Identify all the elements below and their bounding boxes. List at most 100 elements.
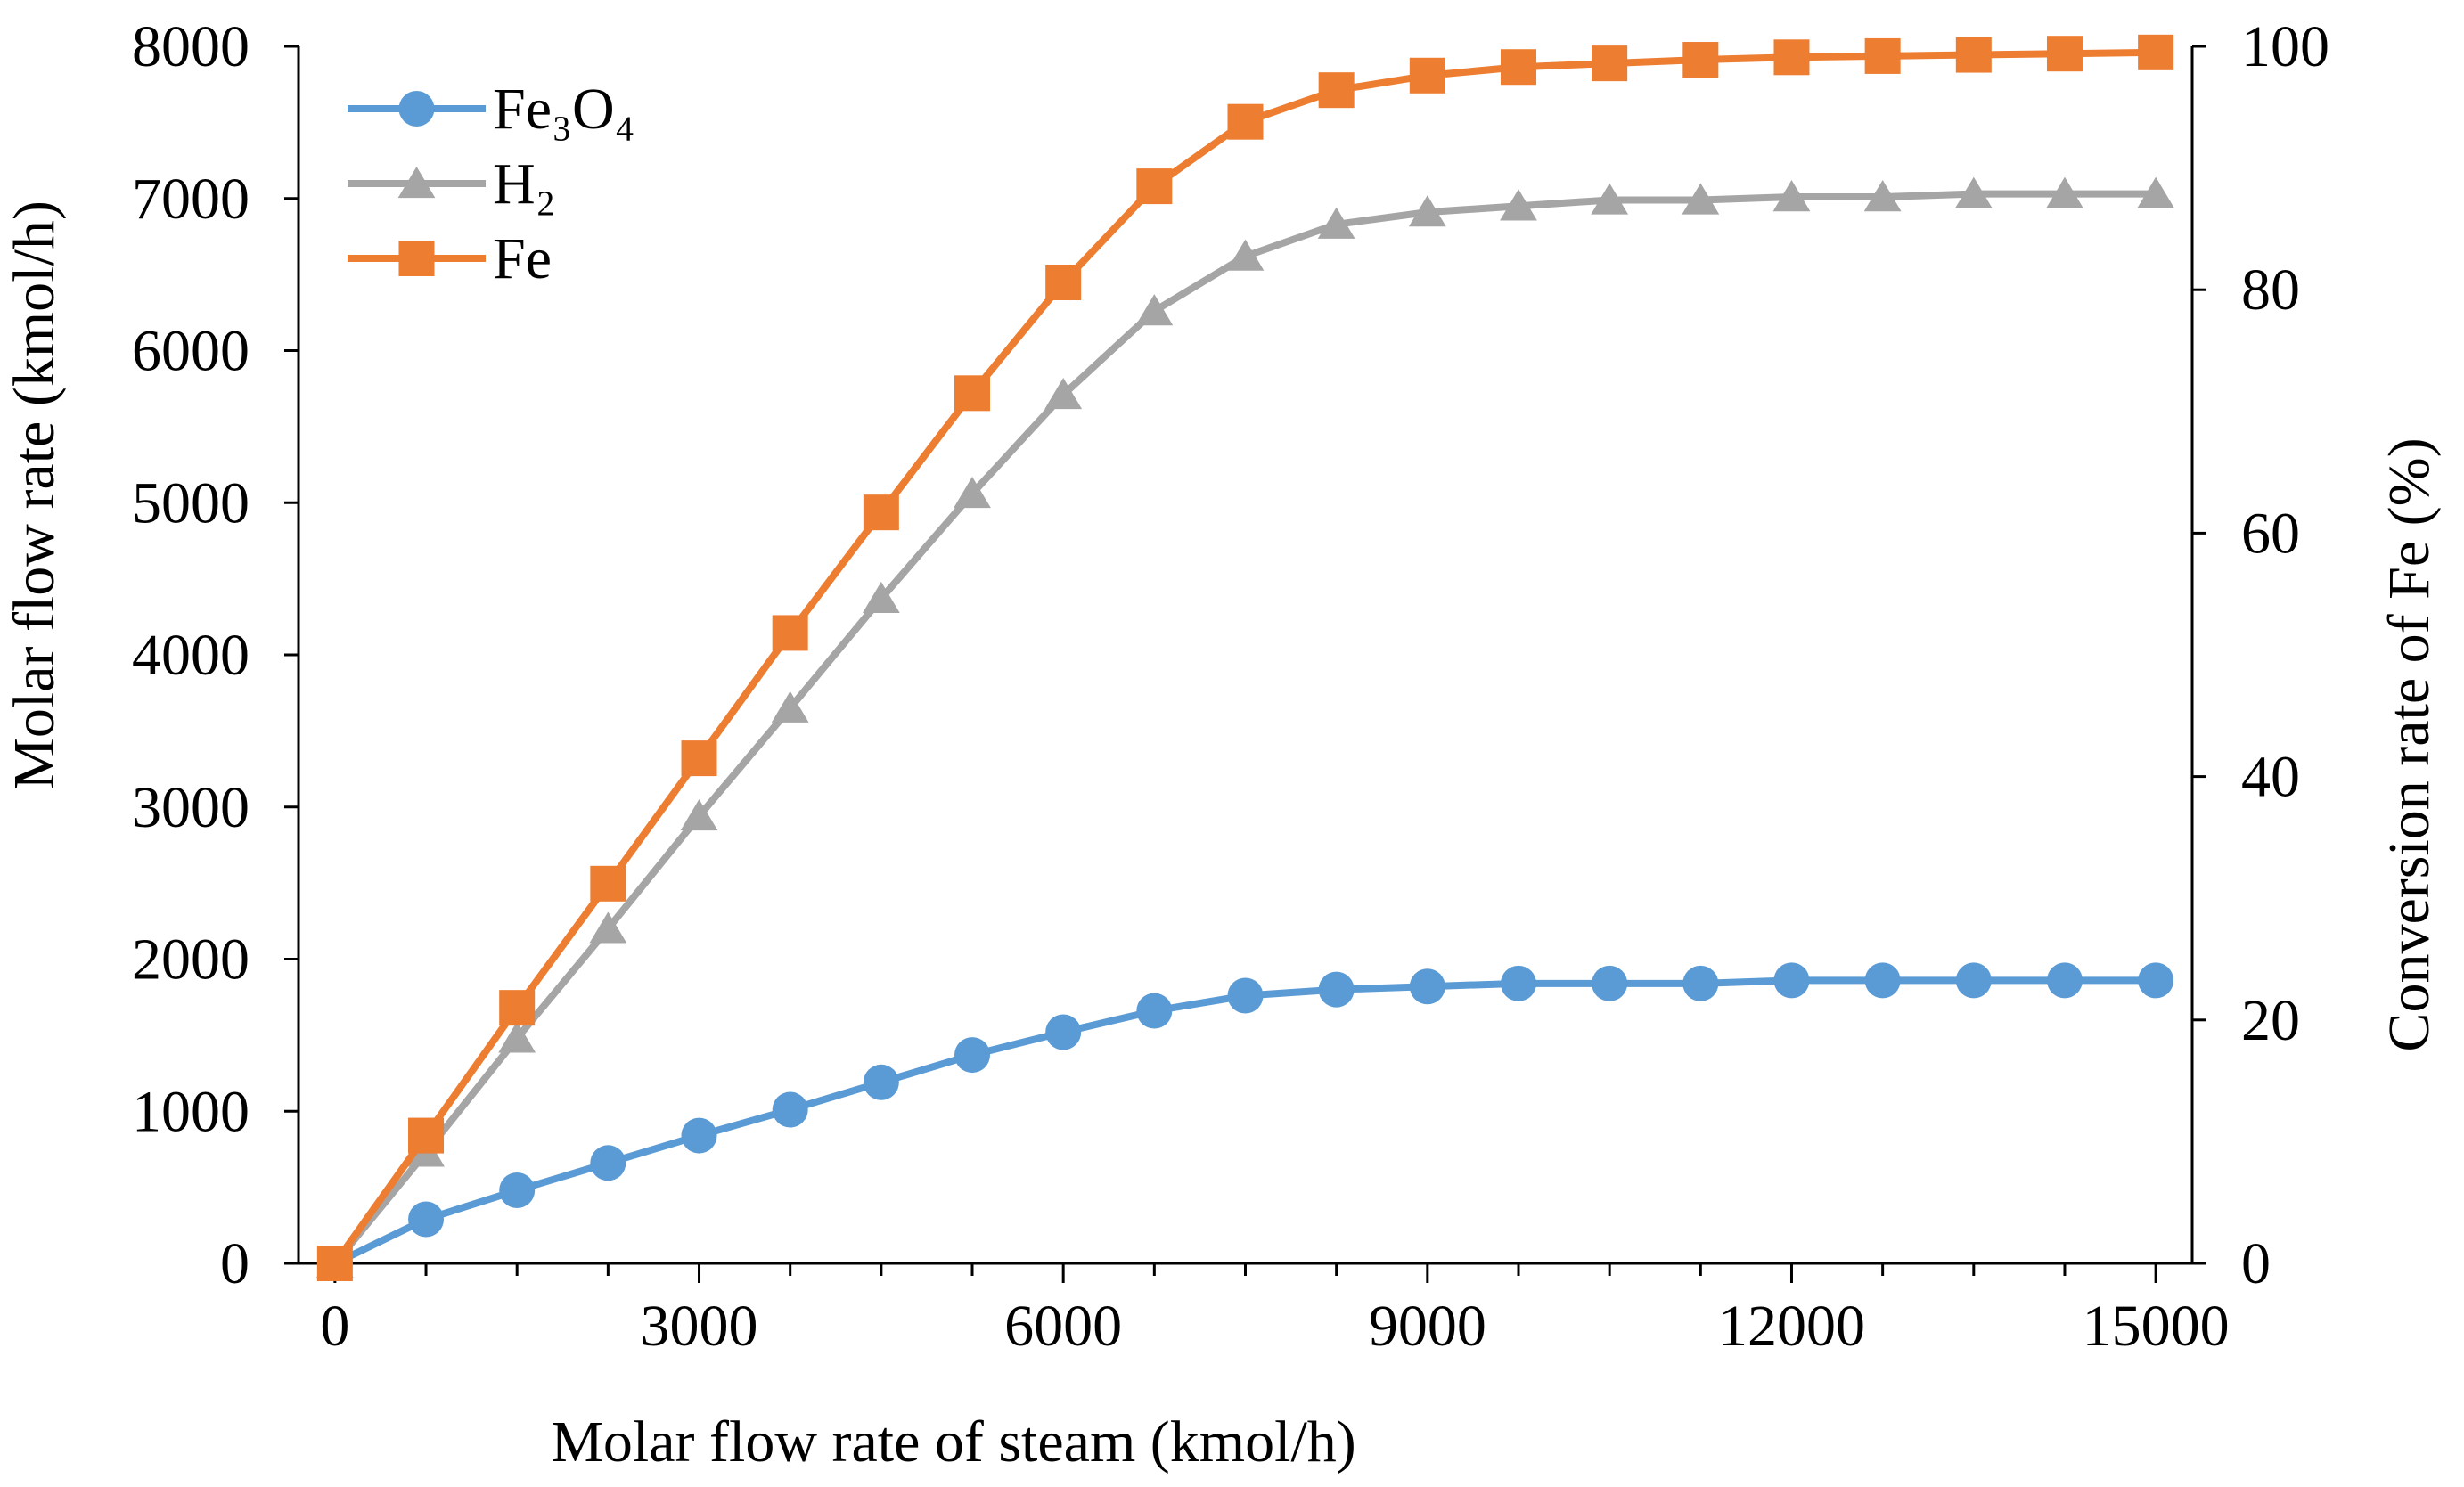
x-axis-title: Molar flow rate of steam (kmol/h) [551,1409,1356,1475]
x-tick-label: 3000 [641,1294,758,1359]
data-point [316,1246,353,1281]
legend-marker [398,91,435,127]
x-tick-label: 6000 [1004,1294,1122,1359]
data-point [1864,962,1901,999]
data-point [2137,176,2175,208]
data-point [1954,176,1993,208]
data-point [681,740,717,777]
data-point [772,1091,808,1128]
y-tick-label: 1000 [132,1079,250,1144]
data-point [1226,239,1265,271]
y2-tick-label: 0 [2241,1231,2271,1296]
data-point [589,911,627,944]
data-point [1955,37,1992,73]
y-tick-label: 8000 [132,14,250,79]
data-point [1682,965,1719,1001]
data-point [2046,962,2083,999]
data-point [2046,176,2083,208]
data-point [1500,965,1536,1001]
series-line [332,48,2157,1266]
data-point [1682,42,1719,78]
data-point [2046,36,2083,72]
data-point [1773,39,1810,76]
data-point [772,615,808,651]
legend-item: Fe [348,226,552,291]
y2-tick-label: 20 [2241,988,2300,1053]
axes-group: 0 3000 6000 9000 12000 1500001000200030004000… [132,14,2329,1359]
series-group [315,34,2175,1281]
data-point [1318,72,1355,109]
data-point [1955,962,1992,999]
data-point [1136,993,1173,1029]
data-point [771,690,809,723]
data-point [1045,265,1082,301]
data-point [1863,180,1902,212]
x-tick-label: 12000 [1718,1294,1865,1359]
data-point [1408,195,1446,227]
data-point [1682,183,1720,215]
data-point [1227,977,1264,1014]
data-point [1591,183,1629,215]
x-tick-label: 9000 [1369,1294,1486,1359]
y-tick-label: 6000 [132,319,250,384]
data-point [1500,189,1537,221]
y-tick-label: 0 [220,1231,250,1296]
y-tick-label: 5000 [132,470,250,535]
legend-item: Fe₃O₄ [348,77,635,142]
series-1 [315,176,2175,1279]
y2-tick-label: 60 [2241,501,2300,566]
data-point [680,798,718,831]
data-point [1773,962,1810,999]
data-point [590,1145,626,1181]
legend-marker [397,167,436,199]
data-point [499,990,536,1026]
data-point [863,1064,899,1100]
y-tick-label: 7000 [132,167,250,232]
y-tick-label: 2000 [132,927,250,993]
data-point [1318,971,1355,1008]
legend-item: H₂ [348,151,556,217]
data-point [1592,965,1628,1001]
y2-tick-label: 100 [2241,14,2329,79]
y-tick-label: 3000 [132,775,250,840]
data-point [862,581,900,613]
data-point [498,1021,536,1053]
data-point [863,494,899,531]
series-0 [316,962,2174,1281]
series-2 [316,34,2174,1281]
legend-marker [398,241,435,276]
y2-tick-label: 80 [2241,257,2300,323]
data-point [590,865,626,902]
data-point [1317,207,1355,239]
data-point [408,1117,445,1154]
legend-label: H₂ [493,151,556,217]
data-point [954,477,991,509]
legend-label: Fe [493,226,552,291]
x-tick-label: 0 [320,1294,349,1359]
y-tick-label: 4000 [132,623,250,688]
legend-label: Fe₃O₄ [493,77,635,142]
legend: Fe₃O₄ H₂ Fe [348,77,635,291]
data-point [1227,103,1264,140]
y2-axis-title: Conversion rate of Fe (%) [2377,437,2442,1051]
data-point [1864,37,1901,74]
data-point [1500,49,1536,86]
data-point [1044,378,1083,410]
data-point [681,1117,717,1154]
data-point [1135,294,1174,326]
y2-tick-label: 40 [2241,745,2300,810]
data-point [954,1037,991,1074]
data-point [1136,168,1173,205]
data-point [1592,45,1628,82]
data-point [1409,57,1445,94]
data-point [1772,180,1811,212]
data-point [1045,1014,1082,1050]
series-line [333,976,2157,1267]
data-point [499,1172,536,1209]
x-tick-label: 15000 [2083,1294,2230,1359]
data-point [2138,962,2174,999]
data-point [2138,34,2174,70]
series-line [332,190,2157,1266]
y-axis-title: Molar flow rate (kmol/h) [2,200,67,790]
